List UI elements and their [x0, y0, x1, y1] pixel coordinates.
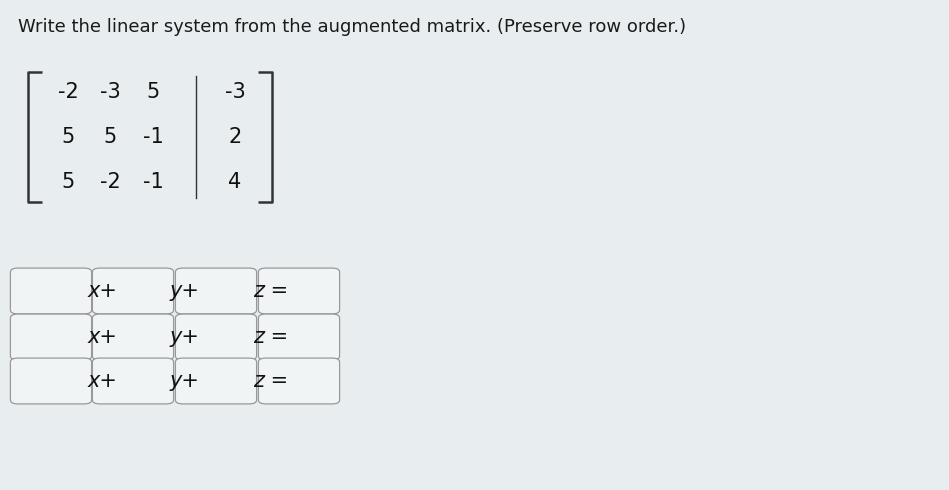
Text: 5: 5 — [146, 82, 159, 102]
Text: 5: 5 — [62, 172, 75, 192]
Text: y+: y+ — [170, 281, 200, 301]
Text: x+: x+ — [88, 371, 118, 391]
Text: -3: -3 — [100, 82, 121, 102]
FancyBboxPatch shape — [176, 268, 256, 314]
Text: y+: y+ — [170, 371, 200, 391]
Text: z =: z = — [253, 371, 288, 391]
Text: -2: -2 — [100, 172, 121, 192]
Text: 4: 4 — [229, 172, 242, 192]
FancyBboxPatch shape — [176, 358, 256, 404]
Text: -2: -2 — [58, 82, 79, 102]
FancyBboxPatch shape — [258, 268, 340, 314]
Text: z =: z = — [253, 281, 288, 301]
Text: -1: -1 — [142, 127, 163, 147]
FancyBboxPatch shape — [10, 268, 92, 314]
FancyBboxPatch shape — [92, 268, 174, 314]
Text: -1: -1 — [142, 172, 163, 192]
FancyBboxPatch shape — [92, 358, 174, 404]
FancyBboxPatch shape — [10, 358, 92, 404]
Text: z =: z = — [253, 327, 288, 347]
FancyBboxPatch shape — [92, 314, 174, 360]
Text: 5: 5 — [62, 127, 75, 147]
FancyBboxPatch shape — [176, 314, 256, 360]
Text: -3: -3 — [225, 82, 246, 102]
Text: 5: 5 — [103, 127, 117, 147]
Text: Write the linear system from the augmented matrix. (Preserve row order.): Write the linear system from the augment… — [18, 18, 686, 36]
FancyBboxPatch shape — [258, 358, 340, 404]
FancyBboxPatch shape — [258, 314, 340, 360]
Text: x+: x+ — [88, 327, 118, 347]
FancyBboxPatch shape — [10, 314, 92, 360]
Text: 2: 2 — [229, 127, 242, 147]
Text: x+: x+ — [88, 281, 118, 301]
Text: y+: y+ — [170, 327, 200, 347]
